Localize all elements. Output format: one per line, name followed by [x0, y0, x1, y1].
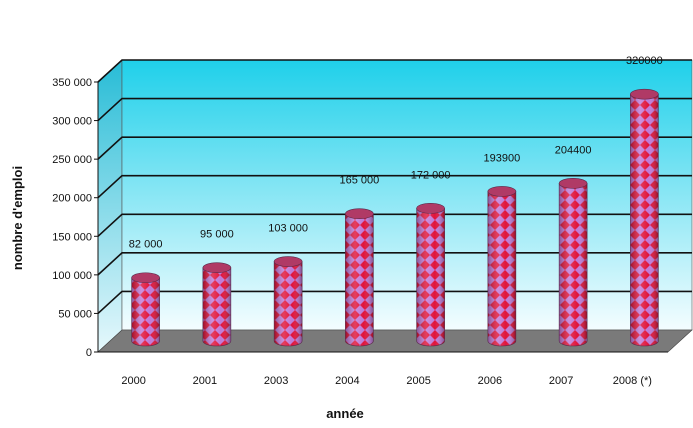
bar	[558, 178, 588, 347]
x-tick-label: 2003	[264, 375, 288, 387]
data-label: 95 000	[200, 229, 234, 241]
data-label: 82 000	[129, 239, 163, 251]
y-axis-title: nombre d'emploi	[10, 166, 25, 270]
y-tick-label: 50 000	[58, 308, 92, 320]
data-label: 320000	[626, 55, 663, 67]
data-label: 193900	[484, 152, 521, 164]
y-tick-label: 100 000	[52, 270, 92, 282]
gridline	[97, 59, 692, 83]
gridline	[97, 136, 692, 160]
x-axis-title: année	[326, 406, 364, 421]
x-tick-label: 2005	[406, 375, 430, 387]
x-tick-label: 2008 (*)	[613, 375, 652, 387]
gridline	[97, 174, 692, 199]
bars	[131, 88, 659, 347]
x-tick-label: 2007	[549, 375, 573, 387]
data-label: 103 000	[268, 223, 308, 235]
data-labels: 82 000 95 000 103 000 165 000 172 000 193900 2…	[129, 55, 663, 251]
x-tick-label: 2006	[478, 375, 502, 387]
bar	[416, 203, 445, 347]
y-tick-labels: 0 50 000 100 000 150 000 200 000 250 000 300 0…	[52, 77, 98, 359]
bar	[487, 186, 517, 347]
x-tick-label: 2000	[121, 375, 145, 387]
y-tick-label: 0	[86, 347, 92, 359]
data-label: 165 000	[339, 175, 379, 187]
x-tick-labels: 2000 2001 2003 2004 2005 2006 2007 2008 (*)	[121, 375, 652, 387]
y-tick-label: 350 000	[52, 77, 92, 89]
gridline	[97, 97, 692, 122]
bar	[273, 256, 303, 347]
side-wall	[97, 59, 123, 353]
data-label: 204400	[555, 144, 592, 156]
y-tick-label: 250 000	[52, 154, 92, 166]
chart-floor	[97, 329, 693, 353]
bar	[202, 262, 232, 347]
x-tick-label: 2004	[335, 375, 359, 387]
y-tick-label: 150 000	[52, 231, 92, 243]
data-label: 172 000	[411, 169, 451, 181]
y-tick-label: 300 000	[52, 116, 92, 128]
bar	[131, 272, 160, 347]
bar	[630, 88, 659, 347]
x-tick-label: 2001	[193, 375, 217, 387]
y-tick-label: 200 000	[52, 193, 92, 205]
bar	[345, 208, 374, 347]
